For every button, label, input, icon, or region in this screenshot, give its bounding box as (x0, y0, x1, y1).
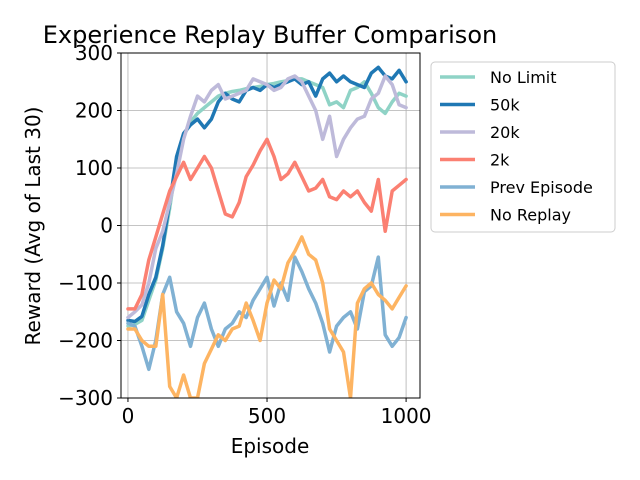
y-tick-label: 100 (75, 156, 113, 180)
y-tick-label: −100 (58, 271, 113, 295)
legend-box (430, 61, 616, 233)
series-line-2k (126, 137, 408, 311)
legend-label-no-limit: No Limit (490, 68, 557, 87)
x-tick-label: 0 (122, 404, 135, 428)
legend: No Limit 50k 20k 2k Prev Episode No Replay (430, 61, 616, 233)
y-tick-label: 300 (75, 41, 113, 65)
y-tick-label: −300 (58, 386, 113, 410)
y-tick-label: 200 (75, 99, 113, 123)
legend-label-prev-episode: Prev Episode (490, 178, 593, 197)
series-line-no-replay (126, 235, 408, 398)
x-tick-label: 500 (248, 404, 286, 428)
x-axis-ticks: 0 500 1000 (122, 398, 432, 428)
y-axis-ticks: −300 −200 −100 0 100 200 300 (58, 41, 121, 410)
legend-label-20k: 20k (490, 123, 520, 142)
series-line-prev-episode (126, 255, 408, 372)
legend-label-2k: 2k (490, 151, 510, 170)
y-axis-label: Reward (Avg of Last 30) (21, 107, 45, 346)
x-axis-label: Episode (231, 434, 310, 458)
chart-title: Experience Replay Buffer Comparison (43, 21, 497, 49)
y-tick-label: 0 (100, 214, 113, 238)
y-tick-label: −200 (58, 329, 113, 353)
series-layer (126, 65, 408, 398)
legend-label-no-replay: No Replay (490, 206, 571, 225)
legend-label-50k: 50k (490, 96, 520, 115)
x-tick-label: 1000 (381, 404, 432, 428)
